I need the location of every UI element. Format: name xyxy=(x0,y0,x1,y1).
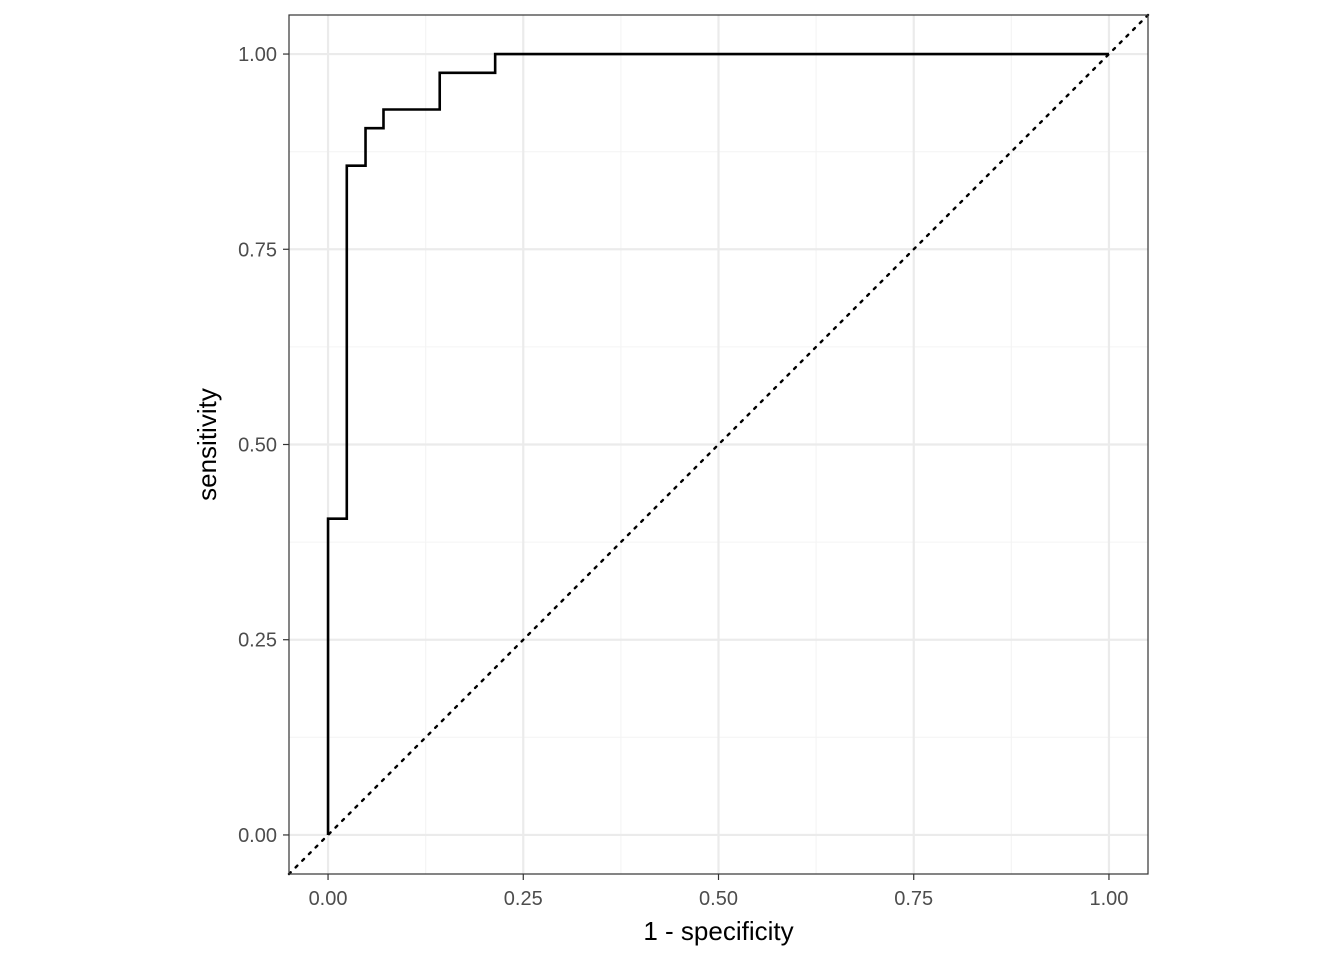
series-layer xyxy=(287,13,1150,876)
y-tick-label: 1.00 xyxy=(238,44,277,66)
roc-curve-line xyxy=(326,52,1109,835)
y-tick-label: 0.75 xyxy=(238,239,277,261)
grid-major-lines xyxy=(289,15,1148,874)
x-axis: 0.00 0.25 0.50 0.75 1.00 xyxy=(309,874,1128,910)
x-tick-label: 0.00 xyxy=(309,888,348,910)
x-tick-label: 1.00 xyxy=(1089,888,1128,910)
y-axis-title: sensitivity xyxy=(192,388,222,501)
y-tick-label: 0.25 xyxy=(238,630,277,652)
x-tick-label: 0.50 xyxy=(699,888,738,910)
x-tick-label: 0.25 xyxy=(504,888,543,910)
y-tick-label: 0.50 xyxy=(238,435,277,457)
y-tick-label: 0.00 xyxy=(238,825,277,847)
x-tick-label: 0.75 xyxy=(894,888,933,910)
y-axis: 0.00 0.25 0.50 0.75 1.00 xyxy=(238,44,289,847)
x-axis-title: 1 - specificity xyxy=(643,916,793,946)
